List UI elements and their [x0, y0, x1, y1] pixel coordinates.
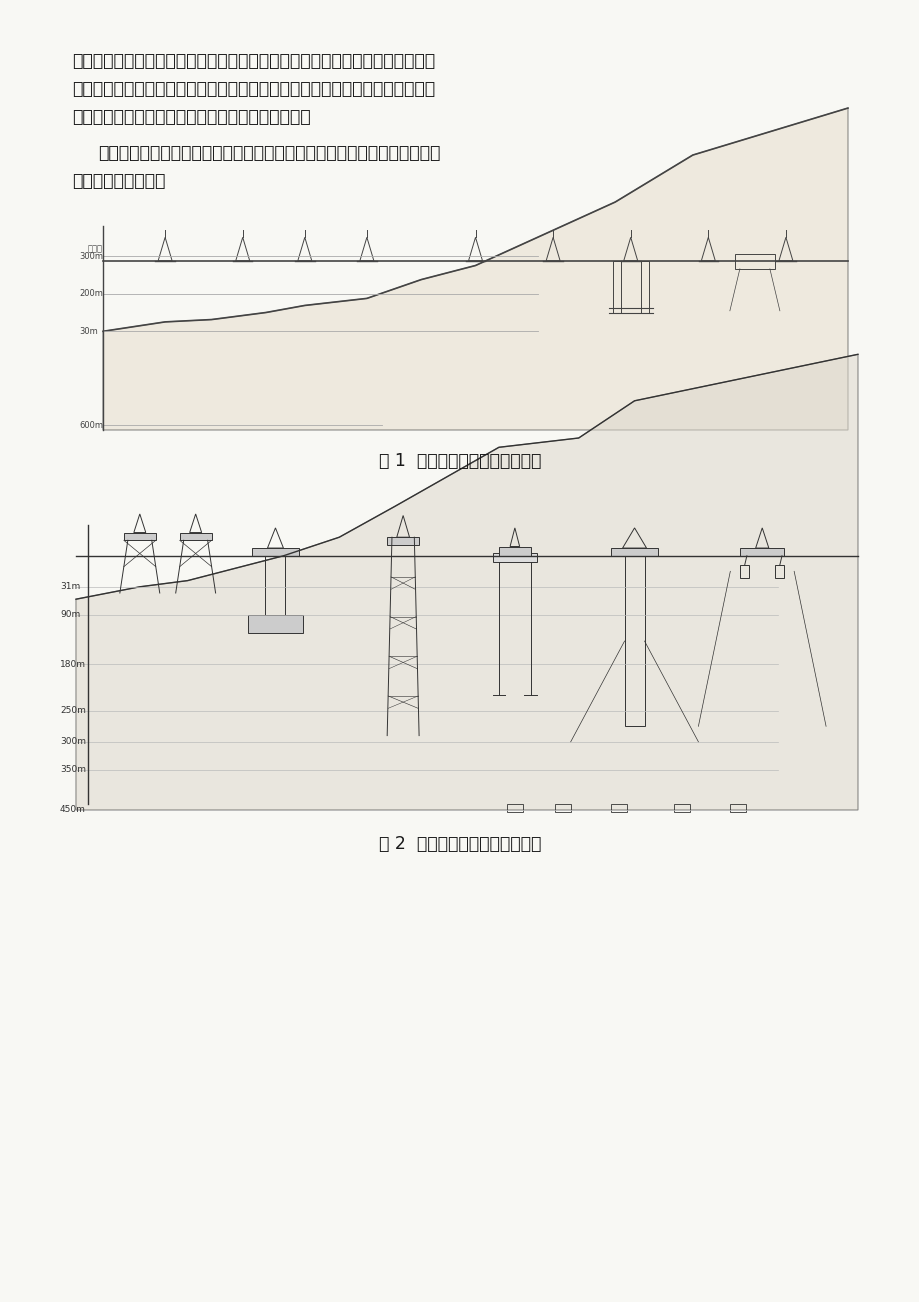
Bar: [266, 556, 285, 615]
Bar: [740, 565, 748, 578]
Text: 31m: 31m: [60, 582, 80, 591]
Bar: [247, 615, 303, 633]
Bar: [506, 803, 522, 812]
Bar: [610, 548, 658, 556]
Text: 180m: 180m: [60, 660, 85, 669]
Bar: [640, 260, 648, 312]
Text: 600m: 600m: [80, 421, 104, 430]
Text: 250m: 250m: [60, 706, 85, 715]
Bar: [179, 533, 211, 540]
Polygon shape: [76, 354, 857, 810]
Text: 的充分休息，例如能保证摇晃小，振动小，振动频率低等，还应能保证船员的充: 的充分休息，例如能保证摇晃小，振动小，振动频率低等，还应能保证船员的充: [72, 52, 435, 70]
Bar: [734, 254, 774, 268]
Text: 200m: 200m: [80, 289, 104, 298]
Bar: [554, 803, 570, 812]
Bar: [492, 553, 537, 562]
Bar: [674, 803, 689, 812]
Text: 平台可用固定式的，但在深水区，则多用半潜式的。: 平台可用固定式的，但在深水区，则多用半潜式的。: [72, 108, 311, 126]
Bar: [251, 548, 299, 556]
Bar: [775, 565, 783, 578]
Text: 300m: 300m: [60, 737, 85, 746]
Bar: [124, 533, 155, 540]
Bar: [730, 803, 745, 812]
Polygon shape: [103, 108, 847, 430]
Text: 300m: 300m: [80, 251, 104, 260]
Bar: [740, 548, 783, 556]
Text: 分安全，对防火，救生等应符合有关规范的要求。对浅水和多井的作业区，居住: 分安全，对防火，救生等应符合有关规范的要求。对浅水和多井的作业区，居住: [72, 79, 435, 98]
Text: 图 1  水深和钻井平台的形式选择: 图 1 水深和钻井平台的形式选择: [379, 452, 540, 470]
Text: 其他如起重、打桩、铺管等作业平台，对海洋环境的运动响应也都有一定的: 其他如起重、打桩、铺管等作业平台，对海洋环境的运动响应也都有一定的: [98, 145, 440, 161]
Bar: [498, 547, 530, 556]
Bar: [387, 538, 419, 546]
Bar: [624, 556, 644, 727]
Text: 要求必须给予满足。: 要求必须给予满足。: [72, 172, 165, 190]
Bar: [610, 803, 626, 812]
Text: 图 2  水深和采油平台的形式选择: 图 2 水深和采油平台的形式选择: [379, 835, 540, 853]
Text: 450m: 450m: [60, 806, 85, 815]
Text: 30m: 30m: [80, 327, 98, 336]
Text: 350m: 350m: [60, 766, 85, 775]
Text: 90m: 90m: [60, 611, 80, 620]
Text: 管辞地: 管辞地: [87, 245, 102, 254]
Bar: [612, 260, 620, 312]
